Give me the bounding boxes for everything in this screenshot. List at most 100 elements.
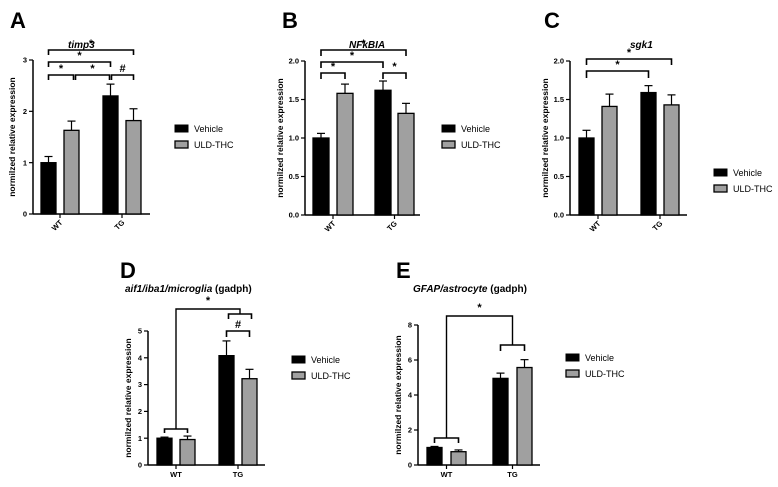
y-tick-label: 0 [138,461,142,470]
legend: Vehicle ULD-THC [174,124,234,150]
significance-marker: * [627,47,632,59]
y-tick-label: 0 [23,210,27,219]
legend-label-uld-thc: ULD-THC [585,369,625,379]
significance-marker: * [331,61,336,73]
chart-title-gene: NFkBIA [349,40,385,51]
bar-tg-vehicle [640,91,657,216]
significance-bracket [47,74,75,80]
legend-swatch-uld-thc [174,140,189,149]
chart-title: timp3 [68,40,95,51]
y-axis-label: normilzed relative expression [393,335,403,455]
x-tick-label: WT [441,470,453,479]
x-tick-label: WT [323,219,338,234]
legend: Vehicle ULD-THC [291,355,351,381]
bar-wt-vehicle [426,446,443,466]
y-tick-label: 2 [408,426,412,435]
legend-swatch-vehicle [441,124,456,133]
significance-bracket [382,72,407,79]
legend-swatch-uld-thc [713,184,728,193]
bar-tg-uld-thc [397,112,415,216]
y-tick-label: 4 [138,353,143,362]
panel-B: B NFkBIA 0.0 0.5 1.0 1.5 2.0 normilzed relative… [275,8,501,234]
y-tick-label: 6 [408,356,412,365]
significance-bracket [225,330,251,337]
significance-brackets: * * * * [320,38,407,79]
significance-marker: # [235,319,241,331]
significance-bracket [175,308,241,429]
significance-marker: * [615,59,620,71]
significance-bracket [499,344,526,351]
bar-wt-uld-thc [336,92,354,216]
significance-bracket [585,70,650,78]
x-tick-label: TG [113,218,127,232]
y-tick-label: 0.5 [289,172,299,181]
chart-title: aif1/iba1/microglia (gadph) [125,284,252,295]
chart-title-gene: aif1/iba1/microglia [125,284,213,295]
x-tick-label: WT [50,218,65,233]
panel-letter: C [544,8,560,33]
significance-bracket [445,315,514,438]
significance-marker: * [59,63,64,75]
legend-swatch-vehicle [174,124,189,133]
x-tick-label: TG [233,470,244,479]
significance-brackets: *# [163,295,253,433]
bar-wt-uld-thc [450,451,467,466]
bar-tg-vehicle [102,95,119,215]
bar-wt-vehicle [578,137,595,216]
significance-bracket [320,72,346,79]
y-tick-label: 2 [138,407,142,416]
legend-swatch-vehicle [713,168,728,177]
y-tick-label: 0.0 [289,211,299,220]
significance-marker: * [89,38,94,50]
legend-swatch-vehicle [291,355,306,364]
bar-wt-uld-thc [601,105,618,216]
legend-swatch-uld-thc [291,371,306,380]
bar-tg-vehicle [218,355,235,466]
legend-label-vehicle: Vehicle [733,168,762,178]
significance-brackets: ** [585,47,673,78]
legend-label-uld-thc: ULD-THC [733,184,773,194]
bar-tg-vehicle [492,377,509,466]
bar-tg-uld-thc [241,378,258,466]
significance-marker: * [350,50,355,62]
y-axis-label: normilzed relative expression [7,77,17,197]
bar-tg-uld-thc [125,119,142,215]
chart-title-gene: sgk1 [630,40,653,51]
significance-bracket [47,49,135,55]
significance-bracket [585,58,673,65]
y-tick-label: 1.0 [554,134,564,143]
significance-marker: * [392,61,397,73]
legend-swatch-vehicle [565,353,580,362]
significance-bracket [320,61,384,68]
significance-marker: * [361,38,366,50]
bar-tg-uld-thc [516,366,533,466]
y-tick-label: 1.5 [289,95,299,104]
y-axis-label: normilzed relative expression [540,78,550,198]
chart-title-gene: timp3 [68,40,95,51]
panel-letter: A [10,8,26,33]
legend-label-vehicle: Vehicle [585,353,614,363]
y-tick-label: 1 [23,158,27,167]
chart-title: GFAP/astrocyte (gadph) [413,284,527,295]
legend-label-vehicle: Vehicle [194,124,223,134]
y-tick-label: 0.5 [554,172,564,181]
panel-letter: B [282,8,298,33]
chart-title-suffix: (gadph) [212,284,251,295]
y-tick-label: 2 [23,107,27,116]
legend-swatch-uld-thc [441,140,456,149]
y-tick-label: 4 [408,391,413,400]
y-axis-label: normilzed relative expression [123,338,133,458]
panel-letter: E [396,258,411,283]
chart-title: sgk1 [630,40,653,51]
x-tick-label: WT [588,219,603,234]
significance-bracket [433,437,460,443]
significance-bracket [163,428,189,433]
y-axis-label: normilzed relative expression [275,78,285,198]
bar-wt-uld-thc [63,129,80,215]
x-tick-label: WT [170,470,182,479]
significance-brackets: * [433,302,526,443]
legend-label-uld-thc: ULD-THC [461,140,501,150]
